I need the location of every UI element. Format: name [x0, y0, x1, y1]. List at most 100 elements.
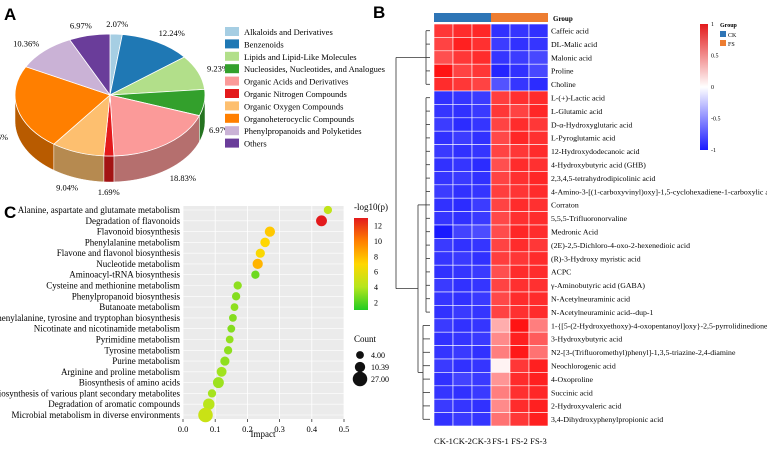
pie-legend-label-1: Benzenoids	[244, 39, 284, 49]
bubble-point-10	[229, 314, 237, 322]
heatmap-cell-12-0	[433, 184, 454, 199]
heatmap-legend-item-FS: FS	[728, 42, 735, 48]
heatmap-cell-1-3	[490, 37, 511, 52]
heatmap-cell-0-1	[452, 23, 473, 38]
bubble-size-swatch-0	[356, 351, 364, 359]
heatmap-cell-26-3	[490, 372, 511, 387]
bubble-size-label-0: 4.00	[371, 351, 385, 360]
heatmap-cell-4-0	[433, 77, 454, 92]
heatmap-cell-10-3	[490, 157, 511, 172]
heatmap-cell-12-3	[490, 184, 511, 199]
heatmap-cell-10-1	[452, 157, 473, 172]
bubble-x-tick-label-5: 0.5	[339, 424, 350, 434]
pie-label-9: 6.97%	[70, 21, 92, 31]
bubble-pathway-label-19: Microbial metabolism in diverse environm…	[12, 410, 181, 420]
heatmap-colorbar	[700, 24, 708, 150]
pie-label-5: 1.69%	[98, 187, 120, 197]
bubble-x-tick-label-0: 0.0	[178, 424, 189, 434]
heatmap-cell-19-3	[490, 278, 511, 293]
pie-legend-label-7: Organoheterocyclic Compounds	[244, 114, 354, 124]
bubble-color-tick-1: 10	[374, 237, 382, 246]
heatmap-cell-24-3	[490, 345, 511, 360]
heatmap-cell-16-5	[528, 238, 549, 253]
heatmap-row-label-24: N2-[3-(Trifluoromethyl)phenyl]-1,3,5-tri…	[551, 348, 736, 357]
heatmap-cell-23-2	[471, 331, 492, 346]
heatmap-cell-6-3	[490, 104, 511, 119]
heatmap-cell-15-2	[471, 224, 492, 239]
pie-label-3: 6.97%	[209, 125, 231, 135]
heatmap-cell-27-0	[433, 385, 454, 400]
heatmap-cell-12-2	[471, 184, 492, 199]
bubble-pathway-label-18: Degradation of aromatic compounds	[48, 399, 180, 409]
bubble-point-18	[203, 398, 215, 410]
heatmap-row-label-27: Succinic acid	[551, 388, 593, 397]
heatmap-cell-20-1	[452, 291, 473, 306]
heatmap-cell-4-2	[471, 77, 492, 92]
heatmap-legend-item-CK: CK	[728, 33, 737, 39]
heatmap-cell-27-5	[528, 385, 549, 400]
bubble-pathway-label-7: Cysteine and methionine metabolism	[46, 281, 180, 291]
heatmap-column-labels: CK-1 CK-2 CK-3 FS-1 FS-2 FS-3	[434, 436, 547, 446]
heatmap-cell-27-4	[509, 385, 530, 400]
heatmap-cell-11-2	[471, 171, 492, 186]
bubble-point-19	[198, 407, 213, 423]
heatmap-cell-4-1	[452, 77, 473, 92]
heatmap-cell-5-0	[433, 90, 454, 105]
heatmap-cell-10-5	[528, 157, 549, 172]
heatmap-group-cell-2	[472, 13, 491, 22]
heatmap-cell-8-0	[433, 130, 454, 145]
heatmap-cell-27-1	[452, 385, 473, 400]
bubble-pathway-label-9: Butanoate metabolism	[99, 302, 180, 312]
heatmap-cell-15-5	[528, 224, 549, 239]
heatmap-cell-16-4	[509, 238, 530, 253]
heatmap-row-label-7: D-α-Hydroxyglutaric acid	[551, 120, 632, 129]
heatmap-cell-15-4	[509, 224, 530, 239]
pie-legend-swatch-8	[225, 126, 239, 136]
heatmap-row-label-16: (2E)-2,5-Dichloro-4-oxo-2-hexenedioic ac…	[551, 241, 690, 250]
bubble-x-axis: 0.0 0.1 0.2 0.3 0.4 0.5	[178, 419, 350, 434]
heatmap-cell-7-4	[509, 117, 530, 132]
heatmap-cell-13-4	[509, 197, 530, 212]
heatmap-cell-5-4	[509, 90, 530, 105]
heatmap-row-label-22: 1-{[5-(2-Hydroxyethoxy)-4-oxopentanoyl]o…	[551, 321, 767, 330]
heatmap-cell-26-5	[528, 372, 549, 387]
heatmap-cell-15-3	[490, 224, 511, 239]
bubble-size-legend-title: Count	[354, 334, 377, 344]
heatmap-cell-19-2	[471, 278, 492, 293]
heatmap-cell-26-1	[452, 372, 473, 387]
heatmap-cell-18-5	[528, 264, 549, 279]
heatmap-cell-2-3	[490, 50, 511, 65]
heatmap-cell-13-2	[471, 197, 492, 212]
heatmap-row-label-14: 5,5,5-Trifluoronorvaline	[551, 214, 627, 223]
heatmap-cell-26-0	[433, 372, 454, 387]
bubble-pathway-label-16: Biosynthesis of amino acids	[79, 378, 181, 388]
heatmap-cell-6-1	[452, 104, 473, 119]
heatmap-cell-21-5	[528, 305, 549, 320]
bubble-point-12	[225, 335, 234, 344]
bubble-point-1	[316, 215, 327, 227]
heatmap-cell-11-3	[490, 171, 511, 186]
heatmap-cell-7-3	[490, 117, 511, 132]
heatmap-cell-20-5	[528, 291, 549, 306]
bubble-pathway-label-5: Nucleotide metabolism	[96, 259, 180, 269]
heatmap-cell-4-4	[509, 77, 530, 92]
bubble-color-tick-5: 2	[374, 298, 378, 307]
heatmap-cells	[433, 23, 549, 427]
heatmap-row-label-20: N-Acetylneuraminic acid	[551, 295, 630, 304]
heatmap-cell-7-1	[452, 117, 473, 132]
heatmap-cell-14-3	[490, 211, 511, 226]
heatmap-dendrogram	[395, 30, 430, 420]
heatmap-row-label-1: DL-Malic acid	[551, 40, 597, 49]
heatmap-cell-25-4	[509, 358, 530, 373]
heatmap-row-label-13: Corraton	[551, 201, 579, 210]
heatmap-cell-14-5	[528, 211, 549, 226]
heatmap-cell-9-5	[528, 144, 549, 159]
heatmap-cell-16-0	[433, 238, 454, 253]
heatmap-cell-3-4	[509, 63, 530, 78]
heatmap-cell-21-2	[471, 305, 492, 320]
bubble-points	[198, 205, 333, 423]
heatmap-cell-22-0	[433, 318, 454, 333]
bubble-x-tick-label-4: 0.4	[306, 424, 317, 434]
pie-slice-1	[109, 34, 186, 96]
heatmap-row-label-28: 2-Hydroxyvaleric acid	[551, 402, 621, 411]
